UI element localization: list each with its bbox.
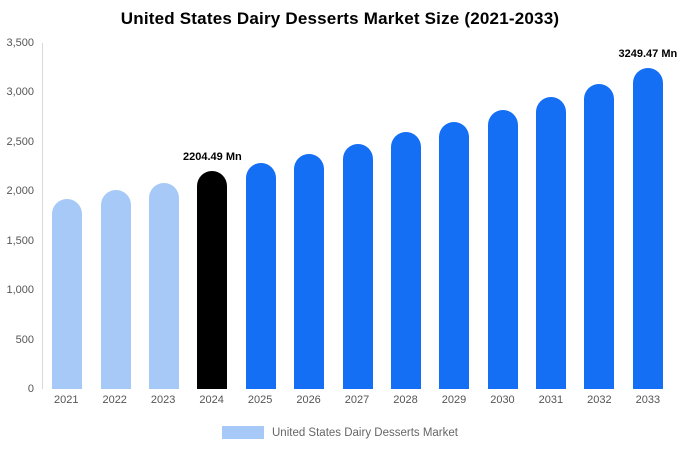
bar-2022 (100, 190, 131, 389)
bar-slot-2028 (382, 43, 430, 389)
bar-slot-2027 (333, 43, 381, 389)
bar-slot-2026 (285, 43, 333, 389)
x-tick-label-2025: 2025 (247, 394, 273, 406)
legend-swatch (222, 426, 264, 439)
bar-slot-2023 (140, 43, 188, 389)
bar-slot-2021 (43, 43, 91, 389)
y-tick-label: 1,500 (6, 234, 34, 247)
plot-area: 2204.49 Mn 3249.47 Mn (42, 43, 677, 389)
x-tick-label-2031: 2031 (538, 394, 564, 406)
bar-slot-2029 (430, 43, 478, 389)
x-tick-label-2022: 2022 (102, 394, 127, 406)
x-tick-label-2033: 2033 (635, 394, 661, 406)
bar-slot-2030 (479, 43, 527, 389)
bar-2024 (197, 171, 228, 389)
y-tick-label: 3,000 (6, 86, 34, 99)
x-tick-label-2030: 2030 (490, 394, 515, 406)
bar-2032 (584, 84, 615, 389)
bar-slot-2025 (237, 43, 285, 389)
y-axis: 0 500 1,000 1,500 2,000 2,500 3,000 3,500 (0, 37, 38, 395)
chart-title: United States Dairy Desserts Market Size… (120, 9, 560, 28)
y-tick-label: 2,500 (6, 135, 34, 148)
y-tick-label: 1,000 (6, 284, 34, 297)
x-tick-label-2032: 2032 (587, 394, 612, 406)
x-axis: 2021 2022 2023 2024 2025 2026 2027 2028 2029 2030… (42, 394, 672, 406)
y-tick-label: 0 (27, 383, 34, 395)
bars: 2204.49 Mn 3249.47 Mn (43, 43, 677, 389)
bar-slot-2024: 2204.49 Mn (183, 43, 242, 389)
x-tick-label-2023: 2023 (150, 394, 176, 406)
bar-slot-2032 (575, 43, 623, 389)
bar-2028 (390, 131, 421, 389)
bar-2029 (439, 122, 470, 389)
bar-2030 (487, 110, 518, 389)
bar-value-label-2033: 3249.47 Mn (618, 47, 678, 60)
x-tick-label-2026: 2026 (296, 394, 321, 406)
x-tick-label-2021: 2021 (53, 394, 79, 406)
x-tick-label-2028: 2028 (393, 394, 418, 406)
legend: United States Dairy Desserts Market (0, 426, 680, 439)
x-tick-label-2027: 2027 (344, 394, 370, 406)
bar-2025 (245, 163, 276, 389)
x-tick-label-2024: 2024 (199, 394, 224, 406)
bar-slot-2022 (91, 43, 139, 389)
bar-2023 (148, 182, 179, 389)
y-tick-label: 3,500 (6, 37, 34, 49)
x-tick-label-2029: 2029 (441, 394, 467, 406)
bar-2031 (536, 97, 567, 389)
bar-2033 (632, 67, 663, 389)
legend-label: United States Dairy Desserts Market (272, 426, 458, 439)
bar-2021 (52, 199, 83, 389)
y-tick-label: 500 (15, 333, 34, 346)
bar-slot-2033: 3249.47 Mn (619, 43, 677, 389)
bar-slot-2031 (527, 43, 575, 389)
y-tick-label: 2,000 (6, 185, 34, 198)
bar-2026 (294, 154, 325, 389)
bar-value-label-2024: 2204.49 Mn (183, 151, 242, 164)
bar-2027 (342, 143, 373, 389)
